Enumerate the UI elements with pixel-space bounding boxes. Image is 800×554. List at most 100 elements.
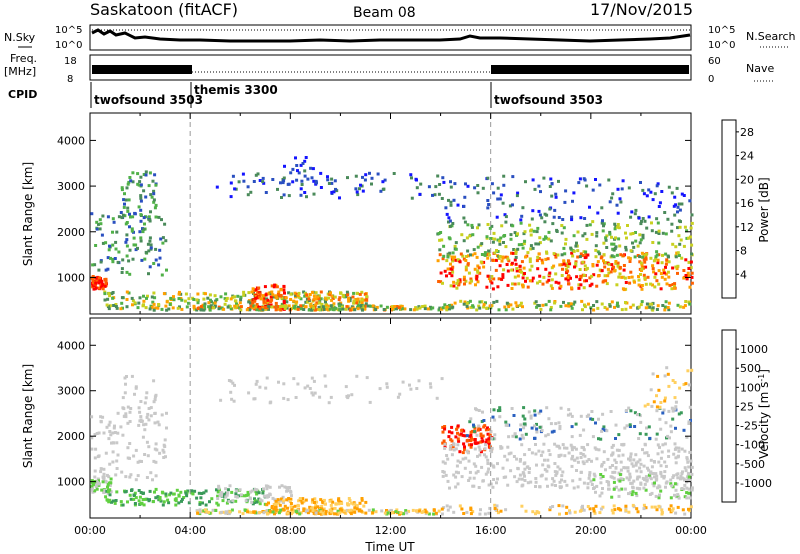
power-cell (304, 305, 308, 309)
power-cell (274, 294, 278, 298)
power-cell (130, 227, 134, 231)
power-cell (447, 216, 451, 220)
power-cell (131, 171, 135, 175)
velocity-cell (629, 452, 633, 456)
power-cell (472, 248, 476, 252)
power-cell (245, 308, 249, 312)
velocity-cell (257, 491, 261, 495)
velocity-cell (649, 388, 653, 392)
velocity-cell (624, 466, 627, 470)
power-cell (127, 198, 131, 202)
power-cell (561, 218, 565, 221)
velocity-cell (671, 379, 675, 382)
velocity-cell (673, 407, 677, 411)
velocity-cell (628, 472, 632, 476)
power-cell (497, 256, 501, 260)
power-cell (250, 290, 254, 294)
velocity-cell (225, 501, 229, 505)
velocity-cell (157, 423, 161, 427)
power-cell (364, 298, 368, 302)
power-cell (131, 299, 135, 303)
power-cell (103, 298, 107, 302)
power-cell (653, 285, 657, 289)
velocity-cell (515, 480, 519, 484)
power-cell (520, 243, 524, 246)
velocity-cell (611, 452, 615, 456)
velocity-cell (601, 475, 605, 478)
velocity-cell (582, 481, 586, 485)
power-cell (509, 237, 513, 241)
power-cell (299, 307, 303, 311)
power-cell (354, 187, 358, 191)
power-cell (653, 275, 657, 279)
power-cell (283, 291, 286, 295)
velocity-cell (114, 473, 118, 477)
power-cell (229, 181, 233, 185)
power-cell (557, 216, 561, 219)
velocity-cell (286, 489, 289, 493)
velocity-cell (318, 395, 322, 399)
power-cell (602, 224, 605, 228)
power-cell (478, 306, 482, 310)
power-cell (152, 200, 156, 204)
power-cell (312, 192, 316, 196)
power-cell (112, 220, 116, 224)
power-cell (596, 211, 600, 215)
power-cell (657, 269, 661, 273)
freq-unit-label: [MHz] (4, 65, 36, 78)
power-cell (550, 278, 554, 282)
velocity-cell (385, 509, 388, 512)
velocity-cell (340, 510, 344, 514)
power-cell (462, 216, 466, 220)
velocity-cell (330, 510, 334, 514)
velocity-cell (656, 374, 660, 378)
velocity-cell (496, 477, 499, 481)
power-cell (484, 301, 487, 305)
power-cell (347, 299, 351, 303)
power-cell (465, 304, 469, 308)
power-cell (553, 208, 557, 212)
velocity-cell (647, 468, 651, 472)
velocity-cell (549, 506, 552, 510)
power-cell (673, 282, 677, 286)
velocity-cell (228, 510, 232, 514)
power-cell (120, 267, 124, 271)
velocity-cell (599, 507, 603, 511)
velocity-cell (165, 426, 168, 430)
velocity-cell (115, 459, 119, 463)
velocity-cell (466, 451, 470, 455)
velocity-cell (493, 503, 497, 507)
velocity-cell (99, 470, 103, 474)
power-cell (517, 282, 521, 286)
velocity-cell (149, 406, 153, 410)
velocity-cell (543, 458, 546, 462)
power-cell (327, 296, 330, 300)
velocity-cell (461, 457, 465, 461)
velocity-cell (190, 489, 194, 493)
velocity-cell (682, 428, 686, 432)
velocity-cell (468, 434, 472, 438)
velocity-cell (114, 499, 118, 502)
power-cell (163, 222, 167, 226)
velocity-cell (488, 435, 492, 439)
velocity-cell (270, 505, 274, 508)
power-cell (239, 295, 243, 299)
power-cell (673, 213, 677, 217)
velocity-cell (537, 449, 541, 453)
power-cell (488, 226, 492, 230)
power-cell (449, 267, 453, 271)
power-cell (594, 255, 598, 259)
power-cell (571, 199, 574, 203)
velocity-cell (576, 485, 580, 489)
power-cell (139, 239, 143, 243)
power-cell (595, 300, 599, 304)
power-cell (379, 189, 383, 193)
velocity-cell (480, 465, 484, 469)
power-cell (217, 307, 221, 311)
power-cell (549, 306, 553, 309)
velocity-cell (313, 501, 316, 504)
power-cell (511, 307, 515, 311)
velocity-cell (303, 386, 307, 390)
velocity-cell (180, 499, 183, 503)
power-cell (108, 294, 112, 298)
